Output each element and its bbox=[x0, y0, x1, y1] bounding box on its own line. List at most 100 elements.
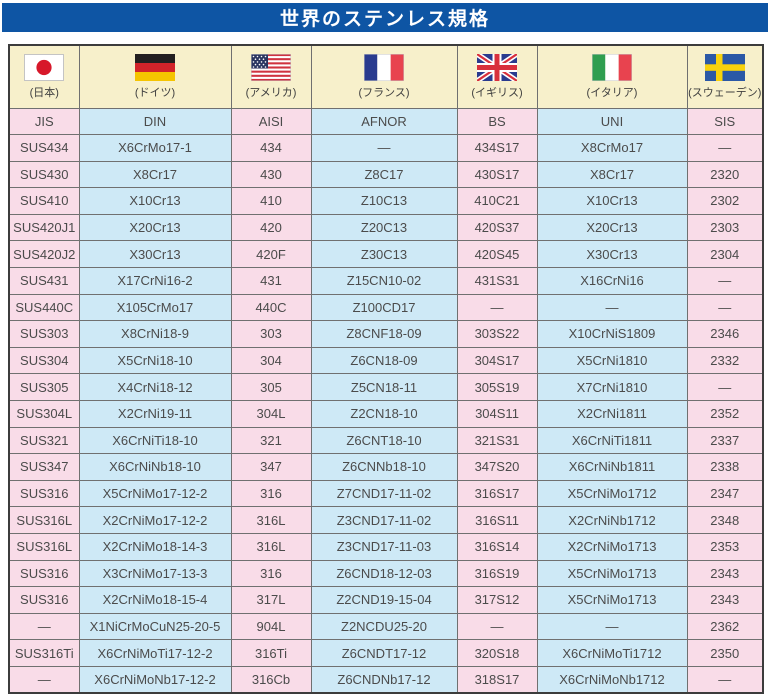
table-row: SUS316 X5CrNiMo17-12-2 316 Z7CND17-11-02… bbox=[8, 479, 764, 508]
cell-jis: SUS420J2 bbox=[8, 240, 80, 268]
column-header-usa: (アメリカ) bbox=[230, 44, 312, 109]
cell-jis: SUS316L bbox=[8, 532, 80, 561]
cell-sis: 2343 bbox=[686, 586, 764, 614]
table-row: SUS316L X2CrNiMo17-12-2 316L Z3CND17-11-… bbox=[8, 506, 764, 534]
cell-uni: X5CrNi1810 bbox=[536, 346, 688, 375]
cell-aisi: 316L bbox=[230, 506, 312, 534]
cell-sis: 2337 bbox=[686, 426, 764, 455]
cell-sis: 2303 bbox=[686, 213, 764, 242]
cell-sis: 2338 bbox=[686, 453, 764, 481]
cell-afnor: Z6CNT18-10 bbox=[310, 426, 458, 455]
france-flag-icon bbox=[364, 54, 404, 81]
cell-afnor: — bbox=[310, 134, 458, 162]
italy-flag-icon bbox=[592, 54, 632, 81]
table-row: SUS316Ti X6CrNiMoTi17-12-2 316Ti Z6CNDT1… bbox=[8, 639, 764, 667]
cell-uni: X20Cr13 bbox=[536, 213, 688, 242]
cell-aisi: 316 bbox=[230, 479, 312, 508]
cell-uni: X6CrNiMoNb1712 bbox=[536, 665, 688, 694]
table-row: — X1NiCrMoCuN25-20-5 904L Z2NCDU25-20 — … bbox=[8, 612, 764, 641]
cell-afnor: Z3CND17-11-02 bbox=[310, 506, 458, 534]
table-row: SUS347 X6CrNiNb18-10 347 Z6CNNb18-10 347… bbox=[8, 453, 764, 481]
table-row: SUS303 X8CrNi18-9 303 Z8CNF18-09 303S22 … bbox=[8, 320, 764, 348]
cell-uni: X2CrNiNb1712 bbox=[536, 506, 688, 534]
cell-aisi: 904L bbox=[230, 612, 312, 641]
cell-aisi: 316 bbox=[230, 559, 312, 588]
cell-din: X8Cr17 bbox=[78, 160, 232, 189]
cell-bs: 316S17 bbox=[456, 479, 538, 508]
country-label: (イタリア) bbox=[586, 87, 638, 99]
column-header-france: (フランス) bbox=[310, 44, 458, 109]
cell-uni: X6CrNiTi1811 bbox=[536, 426, 688, 455]
cell-bs: 420S45 bbox=[456, 240, 538, 268]
column-header-germany: (ドイツ) bbox=[78, 44, 232, 109]
cell-jis: SUS321 bbox=[8, 426, 80, 455]
cell-bs: 420S37 bbox=[456, 213, 538, 242]
cell-sis: — bbox=[686, 293, 764, 322]
cell-aisi: 321 bbox=[230, 426, 312, 455]
cell-bs: 304S17 bbox=[456, 346, 538, 375]
cell-uni: X16CrNi16 bbox=[536, 266, 688, 295]
table-row: SUS304L X2CrNi19-11 304L Z2CN18-10 304S1… bbox=[8, 399, 764, 428]
cell-sis: 2343 bbox=[686, 559, 764, 588]
cell-afnor: Z6CNDT17-12 bbox=[310, 639, 458, 667]
table-row: SUS420J2 X30Cr13 420F Z30C13 420S45 X30C… bbox=[8, 240, 764, 268]
standard-name-bs: BS bbox=[456, 108, 538, 135]
cell-bs: — bbox=[456, 293, 538, 322]
table-row: SUS431 X17CrNi16-2 431 Z15CN10-02 431S31… bbox=[8, 266, 764, 295]
cell-jis: — bbox=[8, 665, 80, 694]
cell-jis: SUS316 bbox=[8, 559, 80, 588]
cell-jis: SUS434 bbox=[8, 134, 80, 162]
cell-bs: 318S17 bbox=[456, 665, 538, 694]
table-row: SUS321 X6CrNiTi18-10 321 Z6CNT18-10 321S… bbox=[8, 426, 764, 455]
cell-sis: 2348 bbox=[686, 506, 764, 534]
table-row: SUS305 X4CrNi18-12 305 Z5CN18-11 305S19 … bbox=[8, 373, 764, 401]
cell-bs: 347S20 bbox=[456, 453, 538, 481]
cell-uni: — bbox=[536, 612, 688, 641]
cell-uni: X6CrNiNb1811 bbox=[536, 453, 688, 481]
table-row: SUS304 X5CrNi18-10 304 Z6CN18-09 304S17 … bbox=[8, 346, 764, 375]
cell-aisi: 434 bbox=[230, 134, 312, 162]
cell-aisi: 305 bbox=[230, 373, 312, 401]
cell-sis: 2320 bbox=[686, 160, 764, 189]
cell-din: X5CrNiMo17-12-2 bbox=[78, 479, 232, 508]
cell-din: X30Cr13 bbox=[78, 240, 232, 268]
cell-din: X3CrNiMo17-13-3 bbox=[78, 559, 232, 588]
usa-flag-icon bbox=[251, 54, 291, 81]
table-row: SUS440C X105CrMo17 440C Z100CD17 — — — bbox=[8, 293, 764, 322]
cell-aisi: 430 bbox=[230, 160, 312, 189]
table-row: SUS316 X3CrNiMo17-13-3 316 Z6CND18-12-03… bbox=[8, 559, 764, 588]
cell-aisi: 316Ti bbox=[230, 639, 312, 667]
cell-jis: SUS430 bbox=[8, 160, 80, 189]
cell-din: X6CrNiMoNb17-12-2 bbox=[78, 665, 232, 694]
column-header-uk: (イギリス) bbox=[456, 44, 538, 109]
cell-aisi: 317L bbox=[230, 586, 312, 614]
cell-bs: 316S14 bbox=[456, 532, 538, 561]
cell-sis: — bbox=[686, 373, 764, 401]
cell-uni: X5CrNiMo1713 bbox=[536, 586, 688, 614]
cell-din: X6CrNiNb18-10 bbox=[78, 453, 232, 481]
cell-afnor: Z2CN18-10 bbox=[310, 399, 458, 428]
table-row: SUS430 X8Cr17 430 Z8C17 430S17 X8Cr17 23… bbox=[8, 160, 764, 189]
cell-jis: SUS347 bbox=[8, 453, 80, 481]
cell-aisi: 303 bbox=[230, 320, 312, 348]
standard-name-jis: JIS bbox=[8, 108, 80, 135]
cell-sis: 2347 bbox=[686, 479, 764, 508]
germany-flag-icon bbox=[135, 54, 175, 81]
cell-jis: SUS420J1 bbox=[8, 213, 80, 242]
standard-name-aisi: AISI bbox=[230, 108, 312, 135]
cell-uni: X30Cr13 bbox=[536, 240, 688, 268]
table-row: — X6CrNiMoNb17-12-2 316Cb Z6CNDNb17-12 3… bbox=[8, 665, 764, 694]
cell-din: X6CrNiTi18-10 bbox=[78, 426, 232, 455]
cell-sis: 2346 bbox=[686, 320, 764, 348]
cell-sis: — bbox=[686, 134, 764, 162]
country-label: (イギリス) bbox=[471, 87, 523, 99]
country-label: (スウェーデン) bbox=[688, 87, 762, 99]
cell-bs: 317S12 bbox=[456, 586, 538, 614]
column-header-italy: (イタリア) bbox=[536, 44, 688, 109]
cell-sis: 2352 bbox=[686, 399, 764, 428]
table-row: SUS434 X6CrMo17-1 434 — 434S17 X8CrMo17 … bbox=[8, 134, 764, 162]
cell-din: X105CrMo17 bbox=[78, 293, 232, 322]
cell-afnor: Z10C13 bbox=[310, 187, 458, 215]
cell-afnor: Z2CND19-15-04 bbox=[310, 586, 458, 614]
cell-din: X2CrNiMo18-15-4 bbox=[78, 586, 232, 614]
